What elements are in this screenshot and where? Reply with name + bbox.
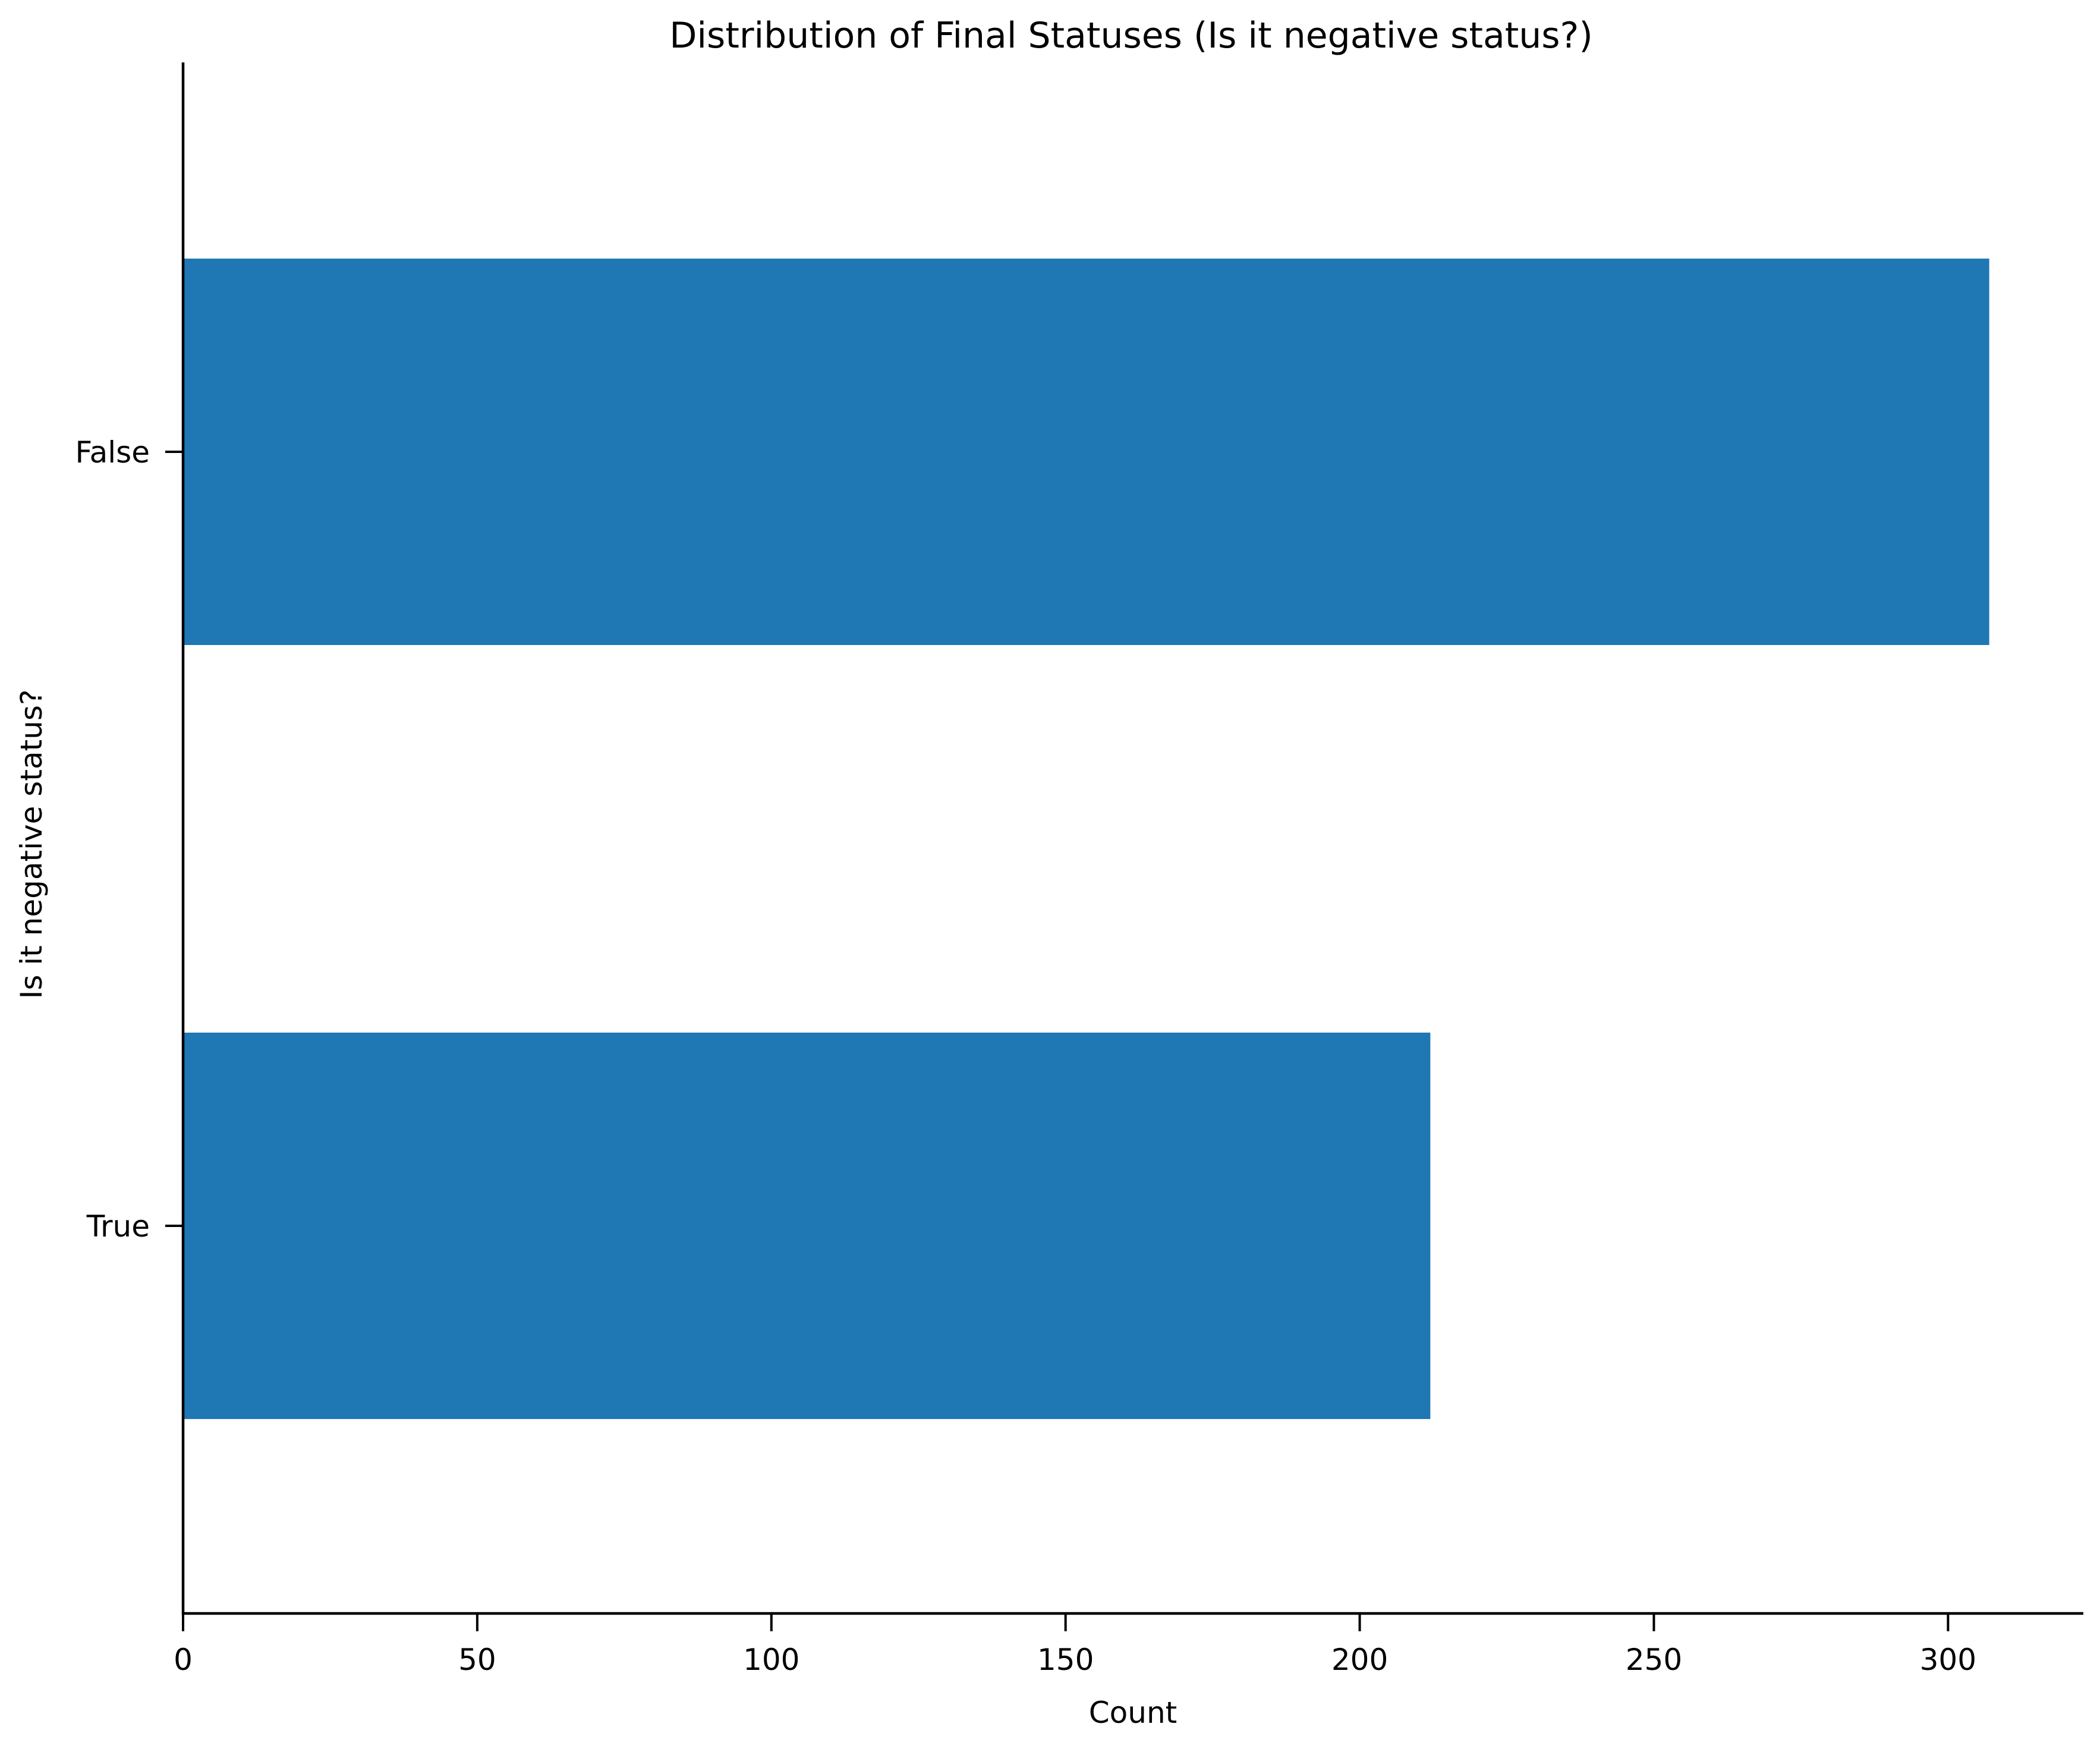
x-tick-label: 50 bbox=[458, 1643, 496, 1677]
x-tick-label: 100 bbox=[743, 1643, 799, 1677]
x-tick-label: 0 bbox=[174, 1643, 193, 1677]
x-tick-label: 150 bbox=[1037, 1643, 1094, 1677]
x-tick-label: 300 bbox=[1920, 1643, 1976, 1677]
x-tick-label: 200 bbox=[1331, 1643, 1388, 1677]
y-tick-label: False bbox=[75, 435, 150, 470]
x-axis-ticks: 0 50 100 150 200 250 300 bbox=[174, 1613, 1976, 1677]
bar-false bbox=[183, 259, 1989, 645]
chart-title: Distribution of Final Statuses (Is it ne… bbox=[669, 15, 1593, 56]
x-tick-label: 250 bbox=[1626, 1643, 1682, 1677]
x-axis-label: Count bbox=[1089, 1695, 1177, 1730]
bars-layer bbox=[183, 259, 1989, 1419]
y-axis-label: Is it negative status? bbox=[14, 690, 49, 999]
bar-true bbox=[183, 1033, 1431, 1419]
y-axis-ticks: False True bbox=[75, 435, 183, 1244]
y-tick-label: True bbox=[86, 1209, 150, 1244]
